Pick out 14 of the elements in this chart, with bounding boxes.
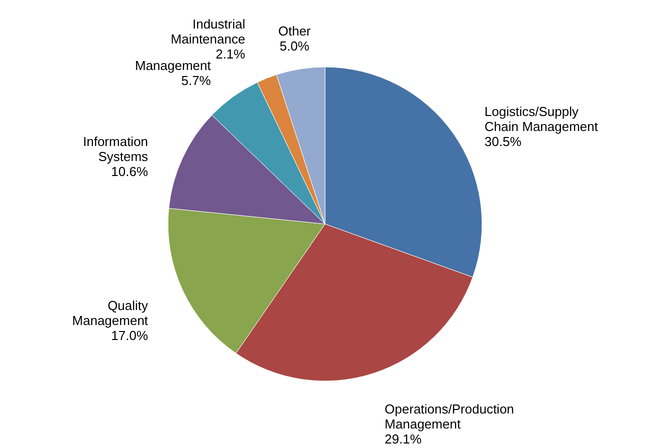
slice-label: Quality Management (72, 298, 149, 328)
data-label: 17.0% (111, 328, 148, 343)
data-label: 10.6% (111, 164, 148, 180)
slice-label: Other (278, 23, 312, 38)
data-label: 2.1% (216, 46, 246, 62)
slice-label: Management (134, 58, 212, 73)
slice-label: Industrial Maintenance (170, 16, 246, 46)
data-label: 5.7% (181, 72, 212, 88)
slice-label: Operations/Production Management (384, 402, 514, 432)
slice-label: Information Systems (82, 134, 149, 164)
data-label: 5.0% (280, 38, 310, 54)
slice-label: Logistics/Supply Chain Management (484, 104, 598, 134)
data-label: 30.5% (484, 134, 522, 149)
data-label: 29.1% (384, 432, 422, 447)
